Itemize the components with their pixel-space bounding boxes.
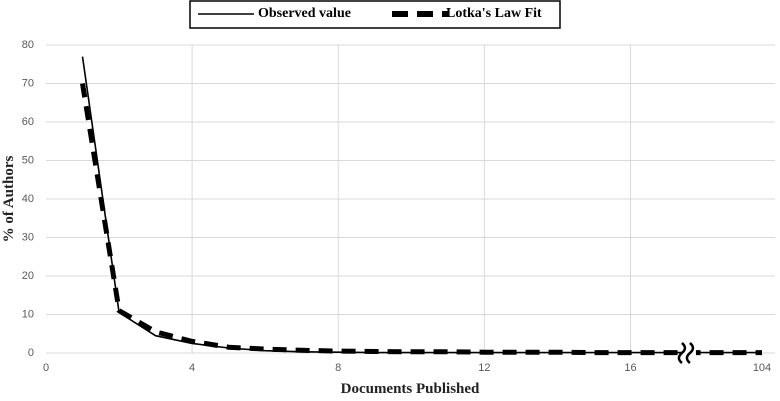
y-tick-label: 10 bbox=[22, 308, 34, 320]
y-tick-label: 0 bbox=[28, 347, 34, 359]
x-tick-label: 16 bbox=[624, 362, 636, 374]
legend-label: Lotka's Law Fit bbox=[446, 6, 542, 21]
axis-break bbox=[685, 342, 695, 364]
y-tick-label: 80 bbox=[22, 39, 34, 51]
y-axis-title: % of Authors bbox=[1, 156, 17, 243]
x-tick-label: 104 bbox=[753, 362, 771, 374]
y-tick-label: 40 bbox=[22, 193, 34, 205]
x-tick-label: 0 bbox=[43, 362, 49, 374]
legend-label: Observed value bbox=[258, 6, 351, 21]
y-tick-label: 50 bbox=[22, 154, 34, 166]
x-axis-title: Documents Published bbox=[341, 381, 480, 397]
y-tick-label: 30 bbox=[22, 231, 34, 243]
x-tick-label: 12 bbox=[478, 362, 490, 374]
y-tick-label: 20 bbox=[22, 270, 34, 282]
y-tick-label: 70 bbox=[22, 77, 34, 89]
y-tick-label: 60 bbox=[22, 116, 34, 128]
x-tick-label: 4 bbox=[189, 362, 195, 374]
x-tick-label: 8 bbox=[335, 362, 341, 374]
series-line bbox=[80, 83, 762, 356]
axis-break bbox=[677, 342, 687, 364]
series-line bbox=[81, 56, 762, 354]
